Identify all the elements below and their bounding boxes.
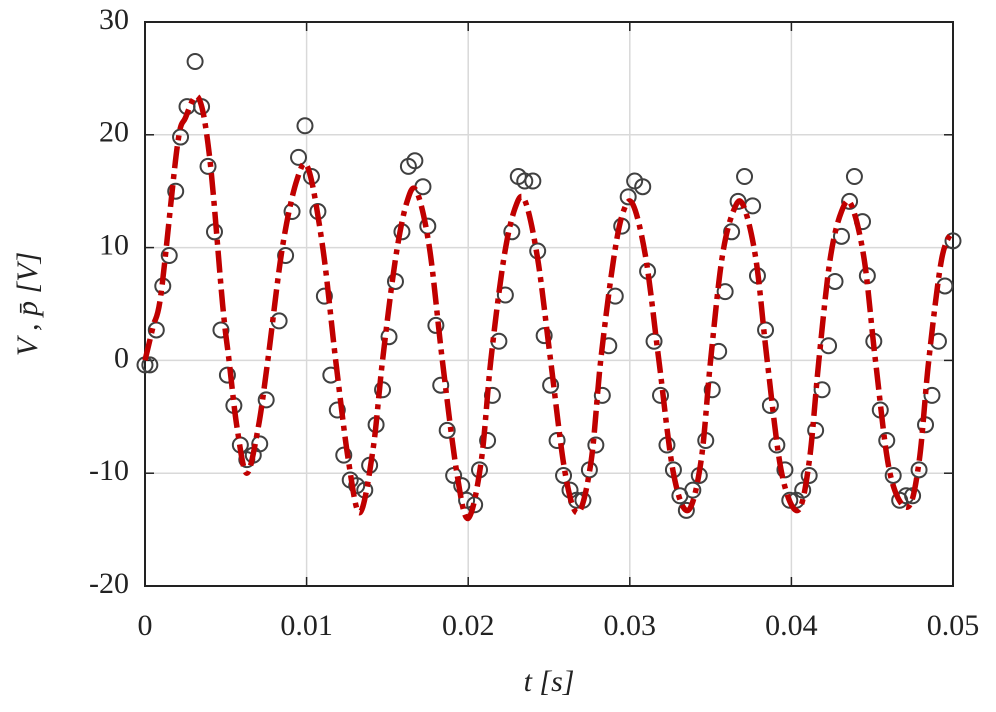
y-tick-label: 10 <box>99 228 129 261</box>
data-point <box>845 168 863 186</box>
data-point <box>723 223 741 241</box>
data-point <box>684 481 702 499</box>
data-point <box>781 491 799 509</box>
data-point <box>277 246 295 264</box>
data-point <box>466 496 484 514</box>
data-point <box>251 435 269 453</box>
data-point <box>677 501 695 519</box>
data-point <box>406 152 424 170</box>
data-point <box>884 466 902 484</box>
data-point <box>296 117 314 135</box>
data-point <box>328 401 346 419</box>
data-point <box>800 466 818 484</box>
data-line <box>142 93 956 522</box>
data-point <box>593 386 611 404</box>
y-tick-label: -10 <box>89 454 129 487</box>
data-point <box>496 286 514 304</box>
y-tick-label: -20 <box>89 567 129 600</box>
x-tick-label: 0.05 <box>927 609 980 642</box>
data-point <box>479 431 497 449</box>
data-point <box>438 421 456 439</box>
data-point <box>841 192 859 210</box>
data-point <box>652 386 670 404</box>
data-point <box>199 157 217 175</box>
data-point <box>794 481 812 499</box>
data-point <box>458 491 476 509</box>
data-point <box>141 356 159 374</box>
data-point <box>716 283 734 301</box>
data-point <box>555 466 573 484</box>
data-point <box>944 232 962 250</box>
x-tick-label: 0.03 <box>604 609 657 642</box>
data-point <box>257 391 275 409</box>
y-tick-label: 0 <box>114 341 129 374</box>
x-axis-label: t [s] <box>524 665 575 698</box>
data-point <box>212 321 230 339</box>
data-point <box>832 227 850 245</box>
data-point <box>587 436 605 454</box>
data-point <box>923 386 941 404</box>
data-point <box>290 148 308 166</box>
data-point <box>703 381 721 399</box>
plot-frame <box>144 21 954 587</box>
y-tick-label: 30 <box>99 3 129 36</box>
data-point <box>524 172 542 190</box>
y-axis-label: V , p̄ [V] <box>11 252 44 356</box>
data-point <box>315 287 333 305</box>
data-point <box>348 477 366 495</box>
data-point <box>186 52 204 70</box>
data-point <box>160 246 178 264</box>
x-tick-label: 0 <box>138 609 153 642</box>
x-tick-label: 0.04 <box>765 609 818 642</box>
data-point <box>432 376 450 394</box>
data-point <box>167 182 185 200</box>
x-tick-label: 0.01 <box>280 609 333 642</box>
y-tick-label: 20 <box>99 116 129 149</box>
data-point <box>619 188 637 206</box>
data-point <box>813 381 831 399</box>
data-point <box>427 316 445 334</box>
data-point <box>634 178 652 196</box>
x-tick-label: 0.02 <box>442 609 495 642</box>
data-point <box>172 128 190 146</box>
data-point <box>736 168 754 186</box>
data-point <box>516 172 534 190</box>
